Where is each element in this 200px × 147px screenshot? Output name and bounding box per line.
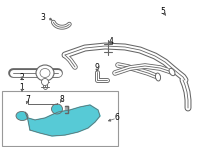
Ellipse shape [40,69,50,77]
Ellipse shape [16,111,28,121]
Circle shape [42,78,48,86]
Text: 3: 3 [41,12,45,21]
Polygon shape [25,105,100,136]
Text: 6: 6 [115,113,119,122]
Ellipse shape [36,65,54,81]
Ellipse shape [155,73,161,81]
Text: 7: 7 [26,96,30,105]
Text: 1: 1 [20,82,24,91]
Text: 8: 8 [60,95,64,103]
Text: 2: 2 [20,72,24,81]
Text: 5: 5 [161,7,165,16]
Text: 4: 4 [109,36,113,46]
Bar [2,91,118,146]
Polygon shape [65,106,68,113]
Ellipse shape [169,68,175,76]
Ellipse shape [52,104,62,114]
Text: 9: 9 [95,64,99,72]
